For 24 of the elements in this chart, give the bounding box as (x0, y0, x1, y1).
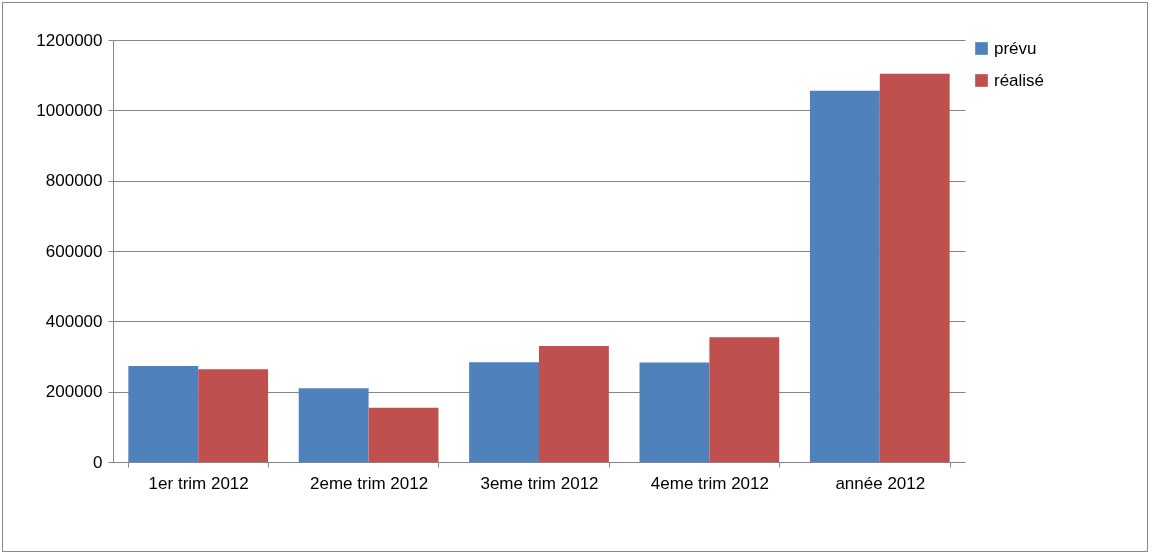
bar (879, 73, 950, 462)
bar (128, 366, 199, 462)
bar (639, 362, 710, 462)
x-tick-label: 4eme trim 2012 (650, 473, 769, 493)
x-tick-label: 2eme trim 2012 (310, 473, 429, 493)
y-tick-label: 200000 (45, 382, 103, 402)
x-tick-label: 1er trim 2012 (148, 473, 249, 493)
y-tick-label: 400000 (45, 311, 103, 331)
bar (539, 345, 609, 462)
y-tick-label: 600000 (45, 241, 103, 261)
bar (469, 362, 539, 462)
y-tick-label: 0 (93, 452, 103, 472)
bar (368, 407, 439, 462)
bar (809, 90, 880, 462)
bar (709, 337, 780, 462)
x-tick-label: année 2012 (835, 473, 926, 493)
y-tick-label: 1000000 (36, 100, 103, 120)
x-tick-label: 3eme trim 2012 (480, 473, 599, 493)
bar (198, 369, 269, 462)
y-tick-label: 800000 (45, 171, 103, 191)
legend-label: réalisé (994, 70, 1045, 90)
legend-label: prévu (994, 38, 1037, 58)
bar (298, 388, 369, 462)
y-tick-label: 1200000 (36, 30, 103, 50)
